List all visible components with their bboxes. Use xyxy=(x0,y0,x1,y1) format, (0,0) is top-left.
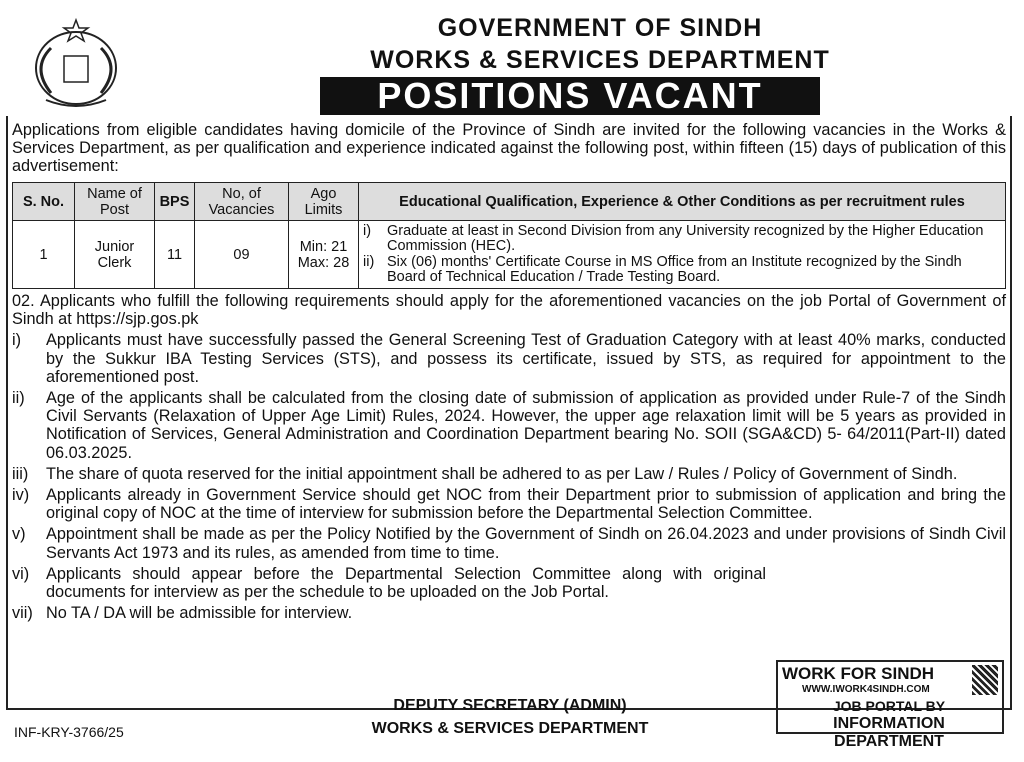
cell-vacancies: 09 xyxy=(194,220,289,289)
qr-code-icon xyxy=(972,665,998,695)
col-age: Ago Limits xyxy=(288,182,359,221)
cell-qualification: i) Graduate at least in Second Division f… xyxy=(358,220,1006,289)
col-vacancies: No, of Vacancies xyxy=(194,182,289,221)
col-qualification: Educational Qualification, Experience & … xyxy=(358,182,1006,221)
cell-sno: 1 xyxy=(12,220,75,289)
cell-age: Min: 21 Max: 28 xyxy=(288,220,359,289)
signature-dept: WORKS & SERVICES DEPARTMENT xyxy=(371,720,649,737)
para-02: 02. Applicants who fulfill the following… xyxy=(12,292,1006,329)
iwork-line1: JOB PORTAL BY xyxy=(832,698,946,714)
list-item: vii) No TA / DA will be admissible for in… xyxy=(12,604,353,623)
table-row: 1 Junior Clerk 11 09 Min: 21 Max: 28 i) Gr… xyxy=(12,220,1006,289)
header-line-1: GOVERNMENT OF SINDH xyxy=(437,14,763,42)
list-item: v) Appointment shall be made as per the P… xyxy=(12,525,1006,562)
table-header-row: S. No. Name of Post BPS No, of Vacancies… xyxy=(12,182,1006,221)
list-item: i) Applicants must have successfully pass… xyxy=(12,331,1006,386)
sindh-government-seal-logo xyxy=(35,18,118,107)
qualification-item: i) Graduate at least in Second Division f… xyxy=(363,222,984,254)
iwork-line2: INFORMATION DEPARTMENT xyxy=(833,715,945,750)
cell-post: Junior Clerk xyxy=(74,220,155,289)
list-item: ii) Age of the applicants shall be calcul… xyxy=(12,389,1006,462)
signature-title: DEPUTY SECRETARY (ADMIN) xyxy=(393,697,627,714)
qualification-item: ii) Six (06) months' Certificate Course i… xyxy=(363,253,962,285)
reference-number: INF-KRY-3766/25 xyxy=(14,724,124,740)
cell-bps: 11 xyxy=(154,220,195,289)
list-item: iv) Applicants already in Government Serv… xyxy=(12,486,1006,523)
vacancy-table: S. No. Name of Post BPS No, of Vacancies… xyxy=(12,182,1006,289)
list-item: iii) The share of quota reserved for the … xyxy=(12,464,958,483)
iwork-url: WWW.IWORK4SINDH.COM xyxy=(802,684,930,695)
intro-paragraph: Applications from eligible candidates ha… xyxy=(12,121,1006,175)
list-item: vi) Applicants should appear before the D… xyxy=(12,564,766,602)
iwork-for-sindh-box: WORK FOR SINDH WWW.IWORK4SINDH.COM JOB P… xyxy=(776,660,1004,750)
col-bps: BPS xyxy=(154,182,195,221)
requirements-section: 02. Applicants who fulfill the following… xyxy=(12,292,1006,622)
header-line-2: WORKS & SERVICES DEPARTMENT xyxy=(370,46,830,74)
iwork-title: WORK FOR SINDH xyxy=(782,664,935,683)
col-post: Name of Post xyxy=(74,182,155,221)
col-sno: S. No. xyxy=(12,182,75,221)
ad-frame xyxy=(6,116,1012,710)
positions-vacant-banner: POSITIONS VACANT xyxy=(320,77,820,115)
